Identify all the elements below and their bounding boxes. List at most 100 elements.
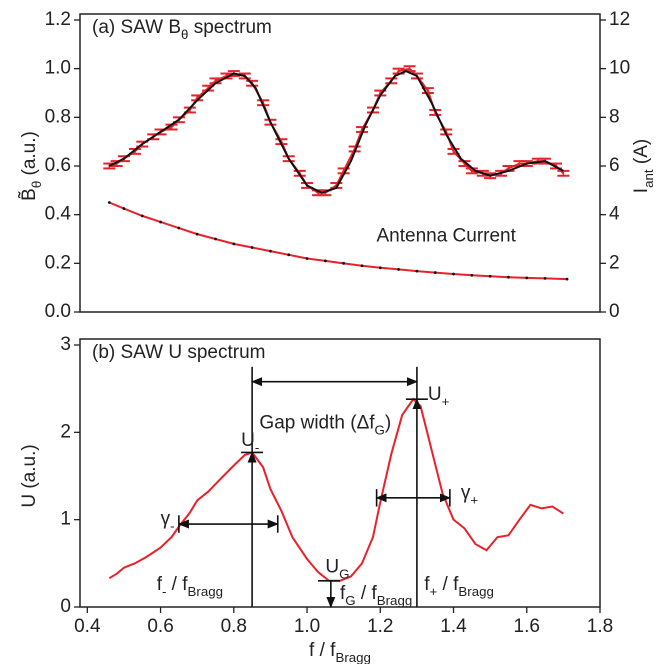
point-marker xyxy=(360,264,364,268)
x-tick-label: 0.8 xyxy=(221,616,247,637)
point-marker xyxy=(470,273,474,277)
y-axis-title-part: θ xyxy=(29,181,44,188)
annotation: f- / fBragg xyxy=(157,574,223,599)
x-tick-label: 1.2 xyxy=(367,616,393,637)
point-marker xyxy=(397,268,400,271)
y2-tick-label: 8 xyxy=(609,106,620,127)
point-marker xyxy=(433,271,437,274)
annotation-part: G xyxy=(375,423,385,438)
panel-title-part: (b) SAW U spectrum xyxy=(92,342,266,363)
point-marker xyxy=(250,246,254,249)
point-marker xyxy=(214,237,217,241)
y2-tick-label: 10 xyxy=(609,58,630,79)
y-tick-label: 0.6 xyxy=(45,155,71,176)
y2-axis-title-part: ant xyxy=(641,169,656,188)
annotation-part: f xyxy=(340,583,346,604)
annotation-part: - xyxy=(162,584,166,599)
y2-axis-title: Iant (A) xyxy=(631,139,656,193)
x-tick-label: 1.0 xyxy=(294,616,320,637)
y-axis-title-part: (a.u.) xyxy=(19,131,40,181)
point-marker xyxy=(507,275,510,279)
y-tick-label: 0.4 xyxy=(45,204,72,225)
y-tick-label: 1.2 xyxy=(45,9,71,30)
y-tick-label: 3 xyxy=(60,334,71,355)
annotation-part: U xyxy=(428,384,442,405)
panel-title-part: spectrum xyxy=(188,17,271,38)
point-marker xyxy=(195,232,199,236)
y2-axis-title-part: I xyxy=(631,188,652,193)
x-tick-label: 0.6 xyxy=(147,616,173,637)
series-line xyxy=(108,70,564,194)
point-marker xyxy=(323,259,327,263)
plot-frame xyxy=(79,13,601,313)
panel-title-part: (a) SAW B xyxy=(92,17,181,38)
annotation-part: - xyxy=(255,440,259,455)
x-axis-title-part: Bragg xyxy=(335,650,370,664)
annotation-part: γ xyxy=(161,509,171,530)
annotation: γ- xyxy=(161,509,175,534)
annotation: Gap width (ΔfG) xyxy=(259,413,391,438)
annotation-part: + xyxy=(470,492,478,507)
point-marker xyxy=(177,226,181,230)
annotation-part: Bragg xyxy=(377,593,412,608)
annotation: U+ xyxy=(428,384,450,409)
y2-tick-label: 2 xyxy=(609,252,620,273)
point-marker xyxy=(342,261,346,265)
point-marker xyxy=(565,277,569,281)
point-marker xyxy=(122,207,126,210)
y-axis-title-part: U (a.u.) xyxy=(19,444,40,507)
point-marker xyxy=(525,276,529,280)
plot-frame xyxy=(79,338,601,608)
annotation-part: Bragg xyxy=(188,584,223,599)
y-tick-label: 1.0 xyxy=(45,58,71,79)
panel-title: (b) SAW U spectrum xyxy=(92,342,266,363)
annotation-part: U xyxy=(325,557,339,578)
point-marker xyxy=(269,249,272,253)
point-marker xyxy=(287,253,291,257)
annotation-part: / f xyxy=(356,583,378,604)
annotation-part: / f xyxy=(437,574,459,595)
point-marker xyxy=(159,220,162,224)
point-marker xyxy=(452,272,455,276)
y-tick-label: 0.8 xyxy=(45,106,71,127)
y-axis-title-part: B̃ xyxy=(18,188,40,201)
annotation: f+ / fBragg xyxy=(424,574,494,599)
point-marker xyxy=(305,257,309,260)
annotation-part: U xyxy=(241,430,255,451)
point-marker xyxy=(415,269,419,273)
series-line xyxy=(108,201,568,281)
annotation-part: f xyxy=(424,574,430,595)
point-marker xyxy=(543,277,547,280)
annotation: UG xyxy=(325,557,349,582)
y-tick-label: 0.2 xyxy=(45,252,71,273)
annotation: U- xyxy=(241,430,259,455)
x-tick-label: 1.4 xyxy=(440,616,467,637)
x-axis-title: f / fBragg xyxy=(309,640,371,664)
point-marker xyxy=(232,242,236,246)
series-label: Antenna Current xyxy=(376,226,516,247)
annotation: fG / fBragg xyxy=(340,583,412,608)
x-tick-label: 0.4 xyxy=(74,616,101,637)
annotation-part: ) xyxy=(385,413,391,434)
annotation-part: + xyxy=(442,394,450,409)
annotation-part: / f xyxy=(166,574,188,595)
y-axis-title: B̃θ (a.u.) xyxy=(18,131,44,201)
point-marker xyxy=(378,266,382,270)
point-marker xyxy=(140,214,144,218)
y2-tick-label: 4 xyxy=(609,204,620,225)
y2-tick-label: 6 xyxy=(609,155,620,176)
annotation-part: Gap width (Δf xyxy=(259,413,375,434)
annotation-part: + xyxy=(430,584,438,599)
annotation-part: γ xyxy=(461,482,471,503)
annotation-part: f xyxy=(157,574,163,595)
annotation-part: G xyxy=(345,593,355,608)
annotation-part: G xyxy=(339,567,349,582)
y-axis-title: U (a.u.) xyxy=(19,444,40,507)
point-marker xyxy=(488,274,492,278)
y2-tick-label: 12 xyxy=(609,9,630,30)
y-tick-label: 1 xyxy=(60,509,71,530)
annotation-part: - xyxy=(170,519,174,534)
panel-title-part: θ xyxy=(181,27,188,42)
x-tick-label: 1.8 xyxy=(587,616,613,637)
